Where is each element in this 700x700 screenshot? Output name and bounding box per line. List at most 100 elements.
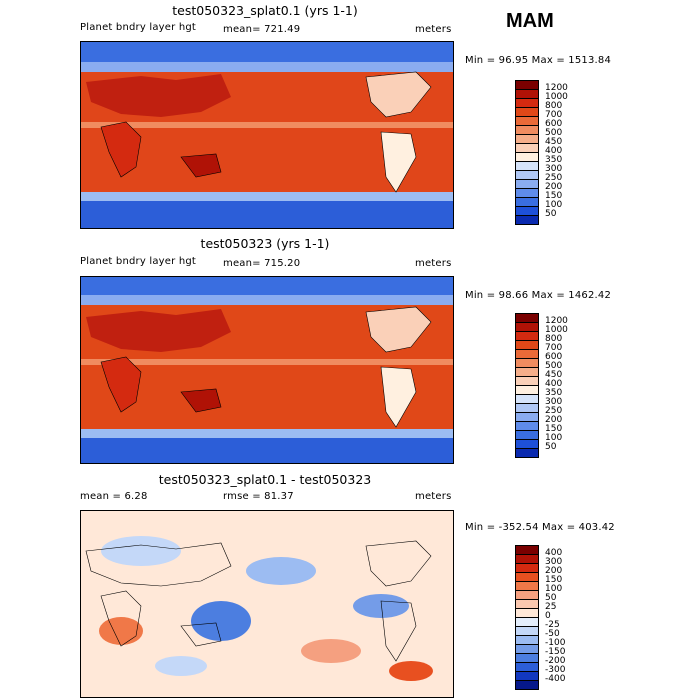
panel3-blob-8 <box>155 656 207 676</box>
panel3-colorbar-label: 0 <box>545 611 551 621</box>
panel1-africa <box>100 121 142 178</box>
panel1-title: test050323_splat0.1 (yrs 1-1) <box>172 3 358 18</box>
panel2-colorbar-label: 200 <box>545 415 563 425</box>
panel1-south-america <box>380 131 417 193</box>
panel1-north-america <box>365 71 432 118</box>
panel3-colorbar-label: -25 <box>545 620 560 630</box>
panel2-antarctic-band <box>81 437 453 463</box>
panel1-colorbar-label: 50 <box>545 209 557 219</box>
panel1-antarctic-band <box>81 200 453 228</box>
panel2-africa <box>100 356 142 413</box>
panel2-map-svg <box>81 277 453 463</box>
panel1-colorbar: 1200 1000 800 700 600 500 450 400 350 300 250 200 15… <box>515 80 568 225</box>
panel1-units-label: meters <box>415 24 452 35</box>
panel3-colorbar-label: -150 <box>545 647 566 657</box>
panel1-arctic-band <box>81 42 453 62</box>
panel1-field-label: Planet bndry layer hgt <box>80 22 197 33</box>
panel2-arctic-band <box>81 277 453 295</box>
panel3-colorbar-label: 25 <box>545 602 557 612</box>
panel1-colorbar-label: 500 <box>545 128 563 138</box>
panel3-colorbar: 400 300 200 150 100 50 25 0 -25 -50 -100 -150 -200 -3… <box>515 545 565 690</box>
panel2-itcz-band <box>81 359 453 365</box>
panel3-title: test050323_splat0.1 - test050323 <box>158 472 372 487</box>
panel3-colorbar-label: -100 <box>545 638 566 648</box>
panel3-rmse-label: rmse = 81.37 <box>223 491 294 502</box>
panel3-eurasia-outline <box>85 542 232 587</box>
panel1-colorbar-label: 600 <box>545 119 563 129</box>
panel3-north-america-outline <box>365 540 432 587</box>
panel3-blob-3 <box>191 601 251 641</box>
panel2-colorbar: 1200 1000 800 700 600 500 450 400 350 300 250 200 15… <box>515 313 568 458</box>
panel1-minmax-label: Min = 96.95 Max = 1513.84 <box>465 55 612 66</box>
panel2-colorbar-label: 700 <box>545 343 563 353</box>
panel1-colorbar-label: 250 <box>545 173 563 183</box>
panel3-australia-outline <box>180 622 222 647</box>
panel3-colorbar-label: 200 <box>545 566 563 576</box>
panel1-map-svg <box>81 42 453 228</box>
panel1-colorbar-label: 800 <box>545 101 563 111</box>
panel3-blob-6 <box>301 639 361 663</box>
panel3-south-america-outline <box>380 600 417 662</box>
panel2-colorbar-label: 250 <box>545 406 563 416</box>
panel2-colorbar-cell <box>515 448 539 458</box>
panel3-colorbar-label: -300 <box>545 665 566 675</box>
season-label: MAM <box>506 10 554 32</box>
panel2-colorbar-label: 450 <box>545 370 563 380</box>
panel3-colorbar-label: 150 <box>545 575 563 585</box>
panel1-colorbar-label: 350 <box>545 155 563 165</box>
panel2-title: test050323 (yrs 1-1) <box>200 236 330 251</box>
panel2-south-america <box>380 366 417 428</box>
panel2-australia <box>180 388 222 413</box>
panel2-arctic-fringe <box>81 295 453 305</box>
panel3-colorbar-label: 50 <box>545 593 557 603</box>
panel1-itcz-band <box>81 122 453 128</box>
panel3-colorbar-label: -50 <box>545 629 560 639</box>
panel2-colorbar-label: 1200 <box>545 316 568 326</box>
panel1-colorbar-label: 200 <box>545 182 563 192</box>
panel3-blob-2 <box>246 557 316 585</box>
panel2-mean-label: mean= 715.20 <box>223 258 301 269</box>
panel1-australia <box>180 153 222 178</box>
panel2-colorbar-label: 150 <box>545 424 563 434</box>
panel3-map <box>80 510 454 698</box>
panel1-colorbar-label: 700 <box>545 110 563 120</box>
panel1-colorbar-label: 300 <box>545 164 563 174</box>
panel2-minmax-label: Min = 98.66 Max = 1462.42 <box>465 290 612 301</box>
panel3-mean-label: mean = 6.28 <box>80 491 148 502</box>
panel1-colorbar-label: 450 <box>545 137 563 147</box>
panel3-colorbar-label: 400 <box>545 548 563 558</box>
panel1-antarctic-fringe <box>81 192 453 201</box>
panel2-colorbar-label: 600 <box>545 352 563 362</box>
panel1-mean-label: mean= 721.49 <box>223 24 301 35</box>
panel3-blob-7 <box>389 661 433 681</box>
panel1-colorbar-label: 150 <box>545 191 563 201</box>
panel3-colorbar-label: 300 <box>545 557 563 567</box>
panel1-colorbar-label: 400 <box>545 146 563 156</box>
panel3-blob-5 <box>99 617 143 645</box>
panel3-blob-1 <box>101 536 181 566</box>
panel1-colorbar-cell <box>515 215 539 225</box>
panel2-colorbar-label: 800 <box>545 334 563 344</box>
panel2-colorbar-label: 50 <box>545 442 557 452</box>
panel2-eurasia <box>86 309 231 352</box>
panel3-africa-outline <box>100 590 142 647</box>
panel2-units-label: meters <box>415 258 452 269</box>
panel3-blob-4 <box>353 594 409 618</box>
panel2-colorbar-label: 100 <box>545 433 563 443</box>
panel2-colorbar-label: 350 <box>545 388 563 398</box>
panel2-north-america <box>365 306 432 353</box>
panel3-minmax-label: Min = -352.54 Max = 403.42 <box>465 522 615 533</box>
panel2-colorbar-label: 1000 <box>545 325 568 335</box>
panel2-colorbar-label: 300 <box>545 397 563 407</box>
panel1-arctic-fringe <box>81 62 453 72</box>
panel1-eurasia <box>86 74 231 117</box>
panel3-colorbar-label: 100 <box>545 584 563 594</box>
panel2-colorbar-label: 400 <box>545 379 563 389</box>
panel2-field-label: Planet bndry layer hgt <box>80 256 197 267</box>
panel3-colorbar-label: -400 <box>545 674 566 684</box>
panel3-units-label: meters <box>415 491 452 502</box>
panel1-colorbar-label: 1000 <box>545 92 568 102</box>
panel3-map-svg <box>81 511 453 697</box>
panel2-colorbar-label: 500 <box>545 361 563 371</box>
panel2-map <box>80 276 454 464</box>
